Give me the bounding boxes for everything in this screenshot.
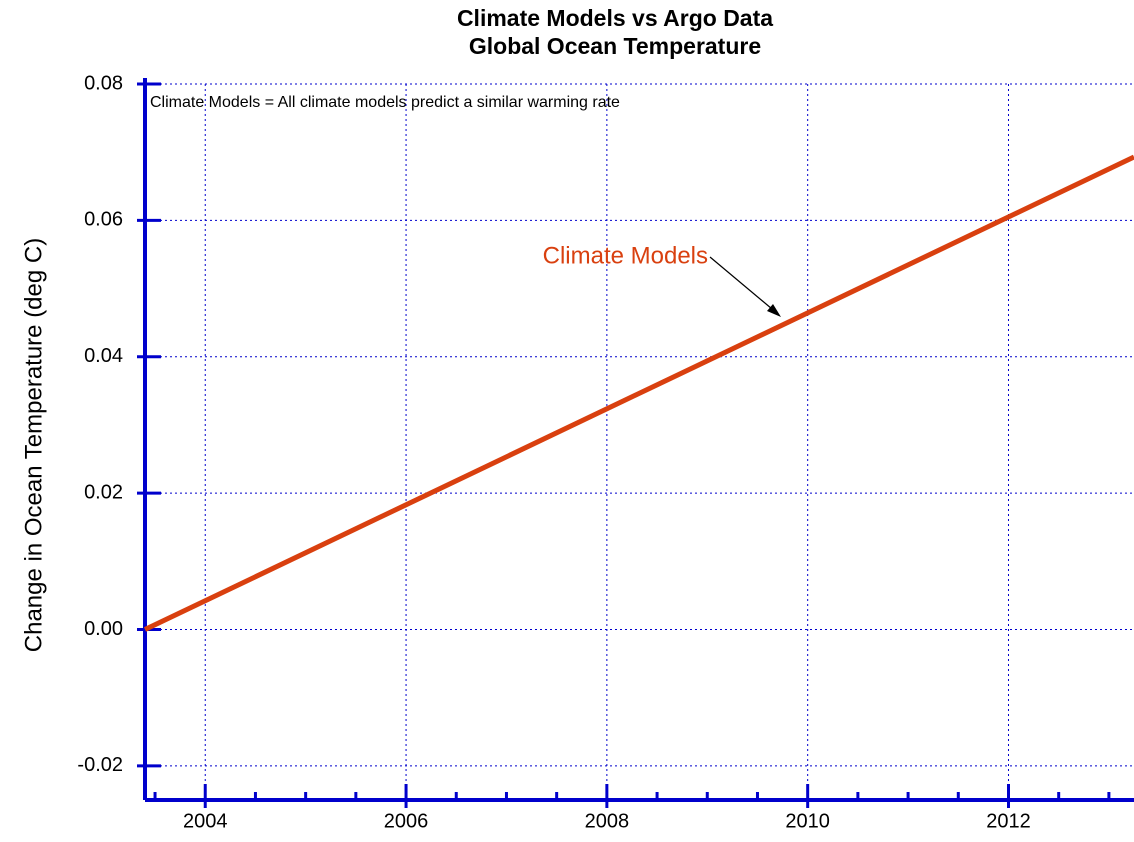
chart-title: Climate Models vs Argo Data (457, 5, 773, 31)
annotation-arrow (709, 256, 779, 315)
x-tick-label: 2010 (785, 810, 830, 832)
line-series (143, 154, 1134, 632)
y-tick-label: -0.02 (77, 754, 123, 776)
y-axis-label: Change in Ocean Temperature (deg C) (20, 238, 47, 652)
y-tick-label: 0.04 (84, 345, 123, 367)
arrow-head (767, 304, 781, 317)
x-tick-label: 2008 (585, 810, 630, 832)
annotation: Climate Models = All climate models pred… (150, 94, 620, 111)
series-label: Climate Models (543, 242, 708, 269)
x-tick-label: 2012 (986, 810, 1031, 832)
y-tick-label: 0.02 (84, 481, 123, 503)
y-tick-label: 0.06 (84, 209, 123, 231)
x-tick-label: 2006 (384, 810, 429, 832)
x-tick-label: 2004 (183, 810, 228, 832)
y-tick-label: 0.08 (84, 72, 123, 94)
chart-title: Global Ocean Temperature (469, 33, 761, 59)
y-tick-label: 0.00 (84, 618, 123, 640)
